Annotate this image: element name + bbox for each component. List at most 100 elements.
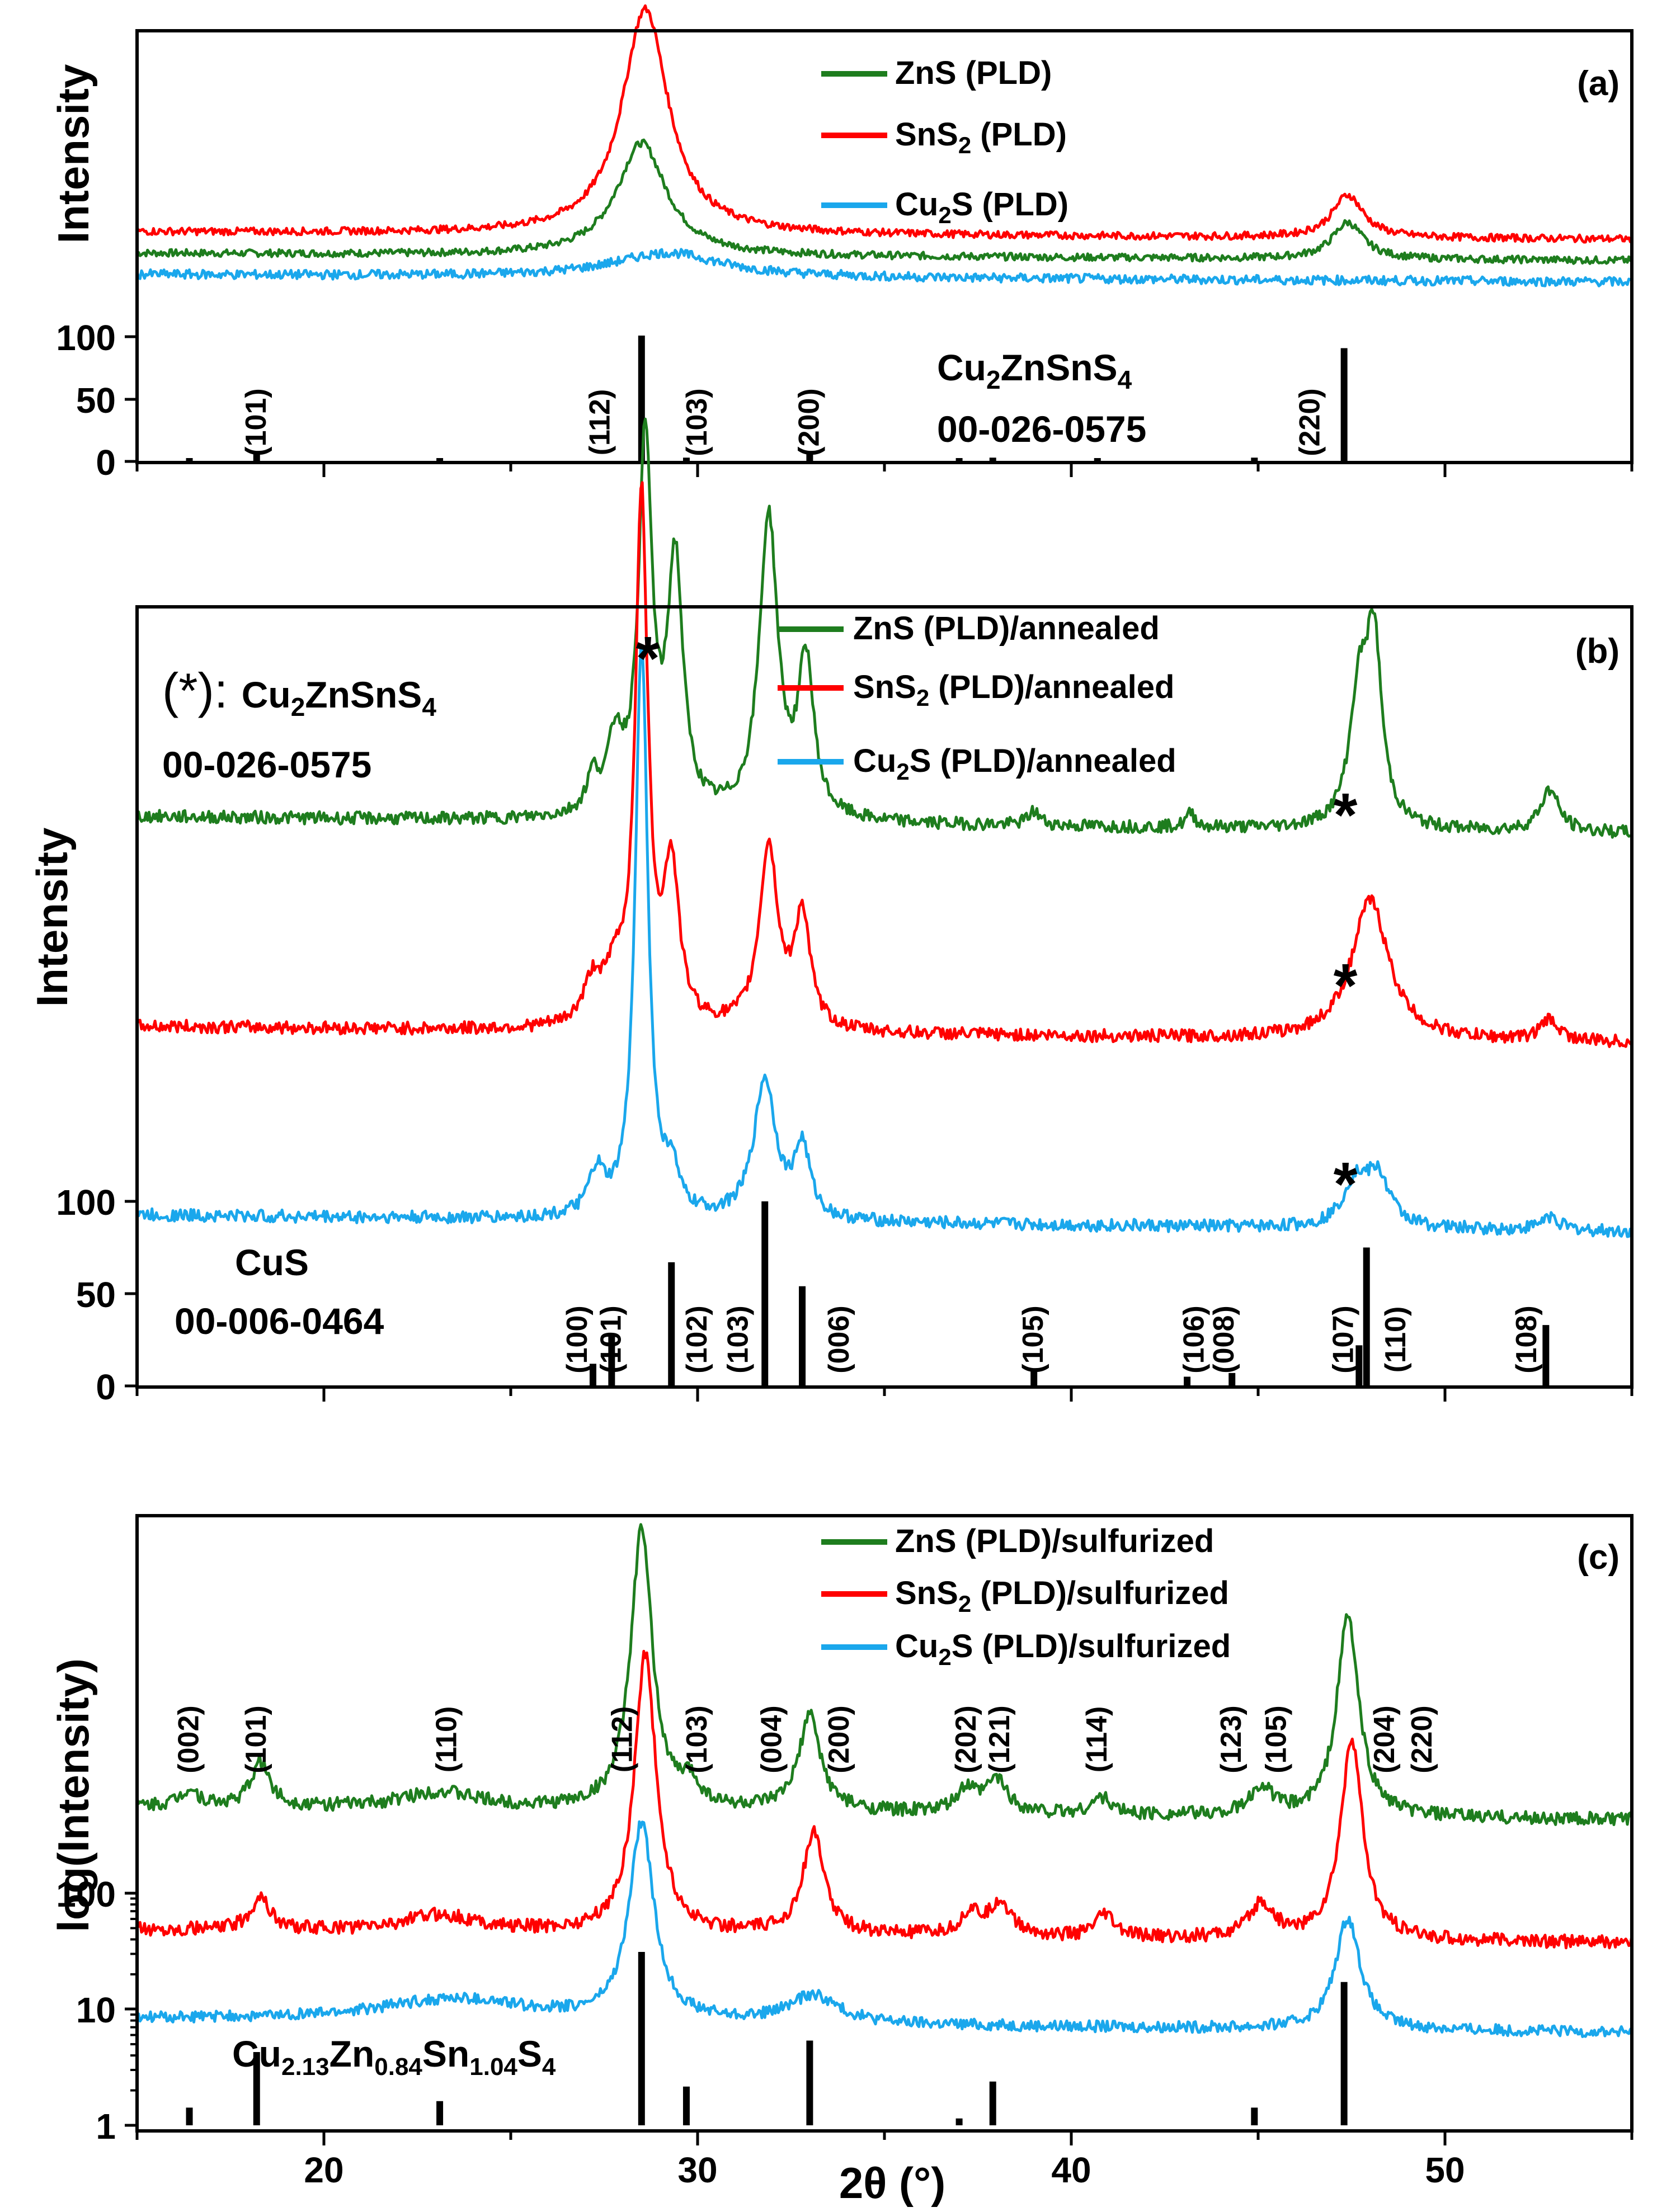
panel-b-reference-lines <box>589 1201 1550 1386</box>
star-marker: * <box>1334 1150 1358 1219</box>
panel-c-reference-name: Cu2.13Zn0.84Sn1.04S4 <box>232 2033 556 2081</box>
hkl-label: (220) <box>1406 1705 1438 1773</box>
panel-c-series <box>135 1523 1634 2038</box>
y-tick-label: 100 <box>56 318 116 358</box>
hkl-label: (112) <box>583 389 616 456</box>
y-tick-label: 10 <box>76 1990 116 2030</box>
hkl-label: (103) <box>722 1305 754 1373</box>
star-marker: * <box>1334 951 1358 1020</box>
panel-c-label: (c) <box>1577 1538 1620 1577</box>
series-line <box>136 1820 1633 2038</box>
series-line <box>136 138 1634 265</box>
panel-c-reference-lines <box>186 1952 1348 2125</box>
hkl-label: (220) <box>1294 388 1326 456</box>
legend-label: SnS2 (PLD) <box>895 116 1067 158</box>
series-line <box>135 1649 1634 1950</box>
hkl-label: (100) <box>561 1305 594 1373</box>
legend-label: ZnS (PLD)/sulfurized <box>895 1523 1214 1559</box>
hkl-label: (101) <box>595 1305 627 1373</box>
hkl-label: (123) <box>1215 1705 1248 1773</box>
panel-b-annotation-pdf: 00-026-0575 <box>162 744 371 785</box>
panel-b-x-ticks <box>135 1387 1634 1402</box>
legend-label: Cu2S (PLD)/annealed <box>853 743 1176 785</box>
y-tick-label: 100 <box>56 1182 116 1223</box>
panel-a-x-ticks <box>135 463 1634 477</box>
panel-c: 20 30 40 50 1 10 100 log(Intensity) 2θ (°) (c… <box>49 1514 1634 2208</box>
series-line <box>136 644 1634 1238</box>
panel-a-y-axis-label: Intensity <box>49 64 98 244</box>
hkl-label: (103) <box>681 1705 713 1773</box>
panel-b-hkl-labels: (100) (101) (102) (103) (006) (105) (106)(008)… <box>561 1305 1543 1373</box>
hkl-label: (202) <box>950 1705 982 1773</box>
hkl-label: (200) <box>823 1705 855 1773</box>
panel-a-hkl-labels: (101) (112) (103) (200) (220) <box>240 388 1326 456</box>
hkl-label: (002) <box>173 1705 205 1773</box>
x-tick-label: 30 <box>677 2150 717 2190</box>
legend-label: Cu2S (PLD) <box>895 186 1068 228</box>
x-tick-label: 40 <box>1051 2150 1091 2190</box>
panel-c-y-ticks: 1 10 100 <box>56 1874 137 2147</box>
panel-a-frame <box>135 29 1634 464</box>
legend-label: ZnS (PLD) <box>895 55 1052 91</box>
panel-b-legend: ZnS (PLD)/annealed SnS2 (PLD)/annealed Cu2… <box>778 610 1176 785</box>
hkl-label: (110) <box>430 1706 463 1773</box>
y-tick-label: 50 <box>76 1275 116 1315</box>
y-tick-label: 50 <box>76 380 116 421</box>
panel-a-legend: ZnS (PLD) SnS2 (PLD) Cu2S (PLD) <box>821 55 1068 228</box>
panel-a-label: (a) <box>1577 64 1620 103</box>
panel-a-series <box>135 4 1634 287</box>
hkl-label: (204) <box>1368 1705 1401 1773</box>
panel-c-x-ticks: 20 30 40 50 <box>135 2131 1634 2190</box>
hkl-label: (101) <box>240 388 272 456</box>
hkl-label: (200) <box>793 388 825 456</box>
panel-a-reference-lines <box>186 336 1348 461</box>
panel-a-y-ticks: 0 50 100 <box>56 318 137 483</box>
panel-c-log-minor-ticks <box>130 1897 137 2092</box>
panel-b-reference-pdf: 00-006-0464 <box>175 1300 384 1342</box>
hkl-label: (105) <box>1260 1705 1292 1773</box>
hkl-label: (110) <box>1380 1307 1412 1373</box>
x-axis-label: 2θ (°) <box>839 2158 945 2208</box>
y-tick-label: 0 <box>96 442 116 483</box>
series-line <box>135 4 1634 244</box>
hkl-label: (108) <box>1510 1305 1543 1373</box>
legend-label: Cu2S (PLD)/sulfurized <box>895 1628 1231 1670</box>
panel-b-series <box>135 417 1634 1238</box>
y-tick-label: 1 <box>96 2106 116 2147</box>
panel-b: 0 50 100 Intensity (b) ZnS (PLD)/annealed S… <box>27 417 1634 1407</box>
series-line <box>135 481 1632 1048</box>
hkl-label: (101) <box>240 1705 272 1773</box>
legend-label: ZnS (PLD)/annealed <box>853 610 1160 647</box>
series-line <box>135 1523 1634 1826</box>
star-marker: * <box>1334 781 1358 850</box>
hkl-label: (004) <box>756 1705 788 1773</box>
panel-b-stars: * * * * <box>636 624 1358 1219</box>
x-tick-label: 20 <box>304 2150 343 2190</box>
hkl-label: (102) <box>681 1305 713 1373</box>
panel-b-y-axis-label: Intensity <box>27 828 77 1007</box>
panel-b-annotation: (*): Cu2ZnSnS4 <box>162 663 436 721</box>
hkl-label: (103) <box>681 388 713 456</box>
panel-b-reference-name: CuS <box>235 1242 309 1283</box>
panel-b-y-ticks: 0 50 100 <box>56 1182 137 1407</box>
hkl-label: (006) <box>823 1305 855 1373</box>
hkl-label: (121) <box>983 1705 1016 1773</box>
panel-c-y-axis-label: log(Intensity) <box>49 1658 98 1932</box>
hkl-label: (008) <box>1208 1305 1240 1373</box>
hkl-label: (106) <box>1178 1305 1210 1373</box>
legend-label: SnS2 (PLD)/sulfurized <box>895 1575 1229 1617</box>
hkl-label: (107) <box>1328 1305 1360 1373</box>
series-line <box>135 248 1632 287</box>
y-tick-label: 0 <box>96 1367 116 1407</box>
x-tick-label: 50 <box>1425 2150 1465 2190</box>
hkl-label: (114) <box>1081 1706 1113 1773</box>
panel-a: 0 50 100 Intensity (a) ZnS (PLD) SnS2 (PLD)… <box>49 4 1634 483</box>
series-line <box>135 417 1633 839</box>
legend-label: SnS2 (PLD)/annealed <box>853 669 1174 711</box>
panel-a-reference-name: Cu2ZnSnS4 <box>937 347 1132 394</box>
panel-c-legend: ZnS (PLD)/sulfurized SnS2 (PLD)/sulfurize… <box>821 1523 1231 1670</box>
star-marker: * <box>636 624 660 693</box>
hkl-label: (105) <box>1017 1305 1049 1373</box>
panel-c-hkl-labels: (002) (101) (110) (112) (103) (004) (200) (202)… <box>173 1705 1438 1773</box>
